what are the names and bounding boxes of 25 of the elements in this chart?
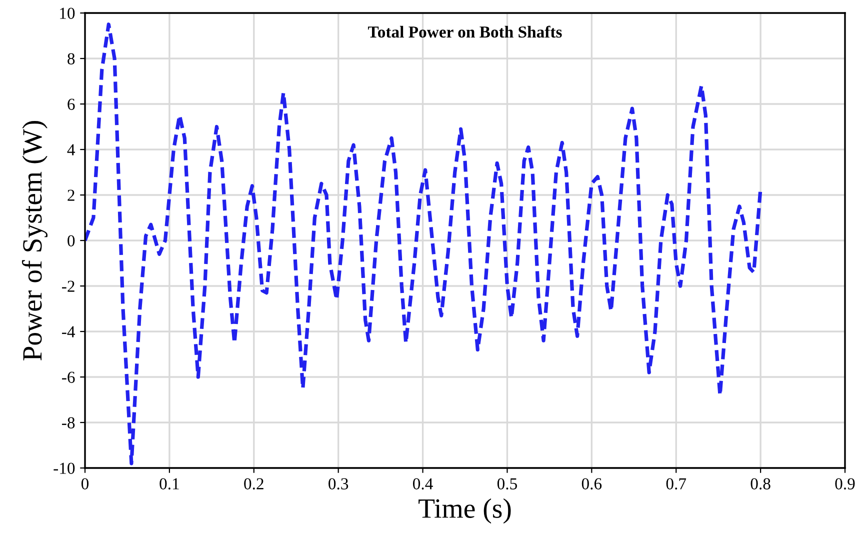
x-tick-label: 0.5 — [497, 478, 517, 490]
y-tick-label: 8 — [68, 53, 75, 64]
x-tick-label: 0.6 — [582, 478, 602, 490]
text: Total Power on Both Shafts — [368, 26, 562, 38]
y-tick-label: -4 — [62, 326, 76, 338]
line-series — [85, 22, 762, 466]
y-tick-label: 10 — [60, 8, 75, 19]
y-tick-label: -10 — [54, 462, 75, 474]
y-tick-label: -6 — [62, 372, 75, 383]
x-tick-label: 0.3 — [328, 478, 348, 490]
x-tick-label: 0.2 — [244, 478, 264, 490]
y-tick-label: -8 — [62, 417, 75, 428]
y-tick-label: 4 — [67, 144, 76, 156]
x-tick-label: 0.7 — [666, 478, 686, 490]
y-tick-label: 0 — [68, 235, 75, 246]
x-tick-label: 0.1 — [160, 478, 179, 490]
x-tick-label: 0 — [81, 478, 89, 490]
x-tick-label: 0.8 — [750, 478, 770, 490]
x-tick-label: 0.9 — [835, 478, 855, 490]
x-axis-title: Time (s) — [418, 498, 511, 524]
x-tick-label: 0.4 — [412, 478, 433, 490]
y-tick-label: -2 — [62, 280, 74, 292]
y-tick-label: 2 — [68, 190, 74, 201]
y-tick-label: 6 — [68, 98, 75, 110]
y-axis-title: Power of System (W) — [22, 120, 48, 360]
